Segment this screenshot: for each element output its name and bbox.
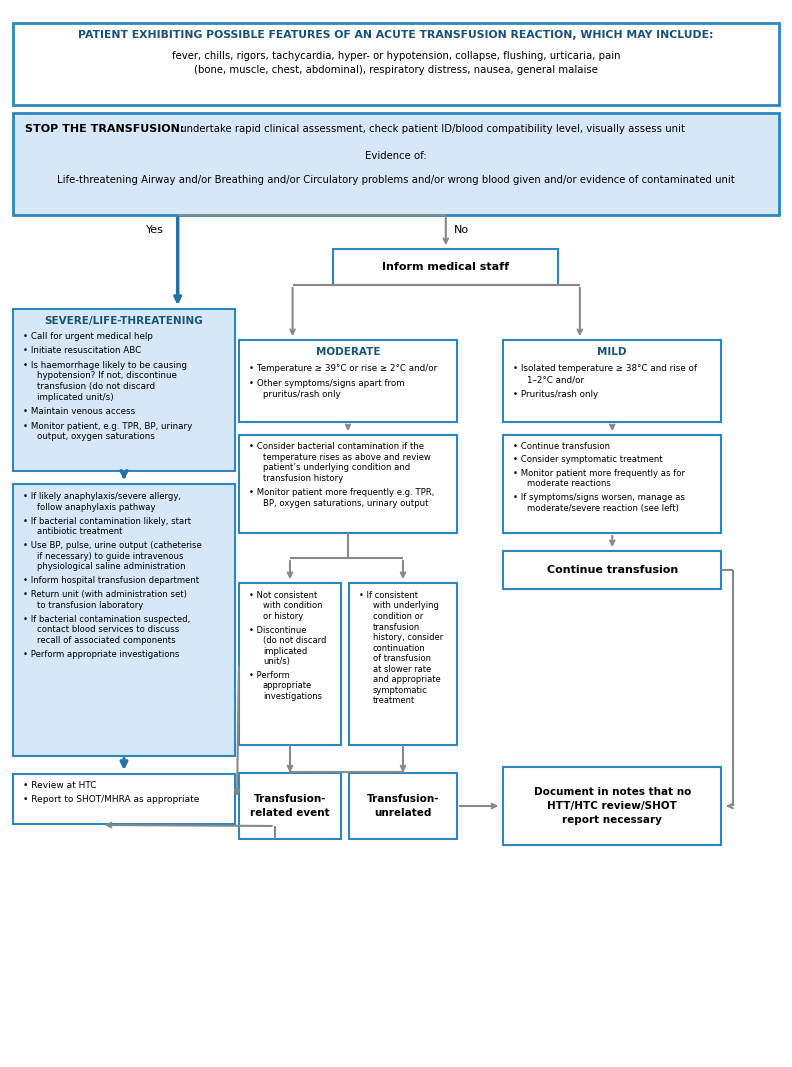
Bar [503,767,722,845]
Text: • Review at HTC: • Review at HTC [23,781,97,790]
Bar [333,249,558,285]
Bar [503,551,722,589]
Text: No: No [454,225,469,235]
Bar [503,435,722,534]
Text: Inform medical staff: Inform medical staff [383,262,509,272]
Text: • If bacterial contamination suspected,: • If bacterial contamination suspected, [23,615,190,623]
Text: condition or: condition or [373,612,423,621]
Text: (do not discard: (do not discard [263,636,326,644]
Bar [349,583,457,745]
Text: implicated: implicated [263,647,307,655]
Text: • Consider bacterial contamination if the: • Consider bacterial contamination if th… [249,442,424,451]
Text: • Perform: • Perform [249,670,290,680]
Text: • If symptoms/signs worsen, manage as: • If symptoms/signs worsen, manage as [513,493,685,501]
Text: • Continue transfusion: • Continue transfusion [513,442,611,451]
Bar [13,484,235,757]
Text: follow anaphylaxis pathway: follow anaphylaxis pathway [37,503,155,511]
Text: • Call for urgent medical help: • Call for urgent medical help [23,332,153,341]
Text: output, oxygen saturations: output, oxygen saturations [37,432,155,442]
Text: • Initiate resuscitation ABC: • Initiate resuscitation ABC [23,347,141,355]
Text: Transfusion-
related event: Transfusion- related event [250,794,329,817]
Bar [349,773,457,839]
Text: SEVERE/LIFE-THREATENING: SEVERE/LIFE-THREATENING [44,316,204,327]
Text: • Pruritus/rash only: • Pruritus/rash only [513,391,599,399]
Text: • Inform hospital transfusion department: • Inform hospital transfusion department [23,576,199,585]
Text: contact blood services to discuss: contact blood services to discuss [37,625,179,634]
Text: Continue transfusion: Continue transfusion [546,566,678,575]
Text: transfusion history: transfusion history [263,474,343,482]
Text: recall of associated components: recall of associated components [37,636,176,644]
Bar [239,773,341,839]
Text: • If bacterial contamination likely, start: • If bacterial contamination likely, sta… [23,516,191,526]
Bar [13,23,779,105]
Text: and appropriate: and appropriate [373,675,440,684]
Text: to transfusion laboratory: to transfusion laboratory [37,601,143,609]
Text: BP, oxygen saturations, urinary output: BP, oxygen saturations, urinary output [263,498,428,508]
Text: history, consider: history, consider [373,633,444,642]
Text: pruritus/rash only: pruritus/rash only [263,391,341,399]
Text: fever, chills, rigors, tachycardia, hyper- or hypotension, collapse, flushing, u: fever, chills, rigors, tachycardia, hype… [172,51,620,75]
Text: Life-threatening Airway and/or Breathing and/or Circulatory problems and/or wron: Life-threatening Airway and/or Breathing… [57,175,735,185]
Text: undertake rapid clinical assessment, check patient ID/blood compatibility level,: undertake rapid clinical assessment, che… [177,124,685,134]
Bar [239,435,457,534]
Text: • If likely anaphylaxis/severe allergy,: • If likely anaphylaxis/severe allergy, [23,492,181,501]
Text: implicated unit/s): implicated unit/s) [37,393,114,402]
Text: • Other symptoms/signs apart from: • Other symptoms/signs apart from [249,379,405,388]
Text: moderate/severe reaction (see left): moderate/severe reaction (see left) [527,504,679,512]
Text: continuation: continuation [373,643,426,653]
Text: hypotension? If not, discontinue: hypotension? If not, discontinue [37,371,177,381]
Text: transfusion (do not discard: transfusion (do not discard [37,382,155,392]
Text: or history: or history [263,612,303,621]
Text: • Not consistent: • Not consistent [249,591,318,600]
Text: of transfusion: of transfusion [373,654,431,663]
Text: Evidence of:: Evidence of: [365,152,427,161]
Bar [13,113,779,214]
Text: • Consider symptomatic treatment: • Consider symptomatic treatment [513,456,663,464]
Text: unit/s): unit/s) [263,657,290,666]
Text: with condition: with condition [263,602,322,610]
Text: at slower rate: at slower rate [373,665,431,673]
Text: Transfusion-
unrelated: Transfusion- unrelated [367,794,440,817]
Text: • Isolated temperature ≥ 38°C and rise of: • Isolated temperature ≥ 38°C and rise o… [513,364,697,373]
Text: PATIENT EXHIBITING POSSIBLE FEATURES OF AN ACUTE TRANSFUSION REACTION, WHICH MAY: PATIENT EXHIBITING POSSIBLE FEATURES OF … [78,30,714,39]
Text: • Temperature ≥ 39°C or rise ≥ 2°C and/or: • Temperature ≥ 39°C or rise ≥ 2°C and/o… [249,364,437,373]
Text: • Monitor patient more frequently e.g. TPR,: • Monitor patient more frequently e.g. T… [249,488,434,497]
Text: MODERATE: MODERATE [316,347,380,357]
Text: investigations: investigations [263,691,322,701]
Bar [239,340,457,423]
Text: 1–2°C and/or: 1–2°C and/or [527,375,584,384]
Text: with underlying: with underlying [373,602,439,610]
Text: • If consistent: • If consistent [359,591,418,600]
Text: • Return unit (with administration set): • Return unit (with administration set) [23,590,187,599]
Text: • Maintain venous access: • Maintain venous access [23,408,135,416]
Text: STOP THE TRANSFUSION:: STOP THE TRANSFUSION: [25,124,185,134]
Text: physiological saline administration: physiological saline administration [37,562,185,571]
Text: patient’s underlying condition and: patient’s underlying condition and [263,463,410,472]
Text: • Report to SHOT/MHRA as appropriate: • Report to SHOT/MHRA as appropriate [23,796,200,805]
Text: • Monitor patient more frequently as for: • Monitor patient more frequently as for [513,469,685,478]
Bar [503,340,722,423]
Text: temperature rises as above and review: temperature rises as above and review [263,452,431,462]
Text: symptomatic: symptomatic [373,685,428,695]
Text: Document in notes that no
HTT/HTC review/SHOT
report necessary: Document in notes that no HTT/HTC review… [534,787,691,825]
Text: Yes: Yes [146,225,164,235]
Text: • Monitor patient, e.g. TPR, BP, urinary: • Monitor patient, e.g. TPR, BP, urinary [23,421,192,431]
Bar [13,309,235,471]
Text: • Is haemorrhage likely to be causing: • Is haemorrhage likely to be causing [23,361,187,369]
Bar [239,583,341,745]
Text: • Use BP, pulse, urine output (catheterise: • Use BP, pulse, urine output (catheteri… [23,541,202,550]
Text: transfusion: transfusion [373,622,421,632]
Text: if necessary) to guide intravenous: if necessary) to guide intravenous [37,552,184,560]
Text: MILD: MILD [597,347,627,357]
Text: moderate reactions: moderate reactions [527,479,611,489]
Text: • Discontinue: • Discontinue [249,625,307,635]
Text: antibiotic treatment: antibiotic treatment [37,527,123,536]
Text: treatment: treatment [373,696,415,705]
Text: appropriate: appropriate [263,681,312,690]
Text: • Perform appropriate investigations: • Perform appropriate investigations [23,650,179,658]
Bar [13,774,235,824]
